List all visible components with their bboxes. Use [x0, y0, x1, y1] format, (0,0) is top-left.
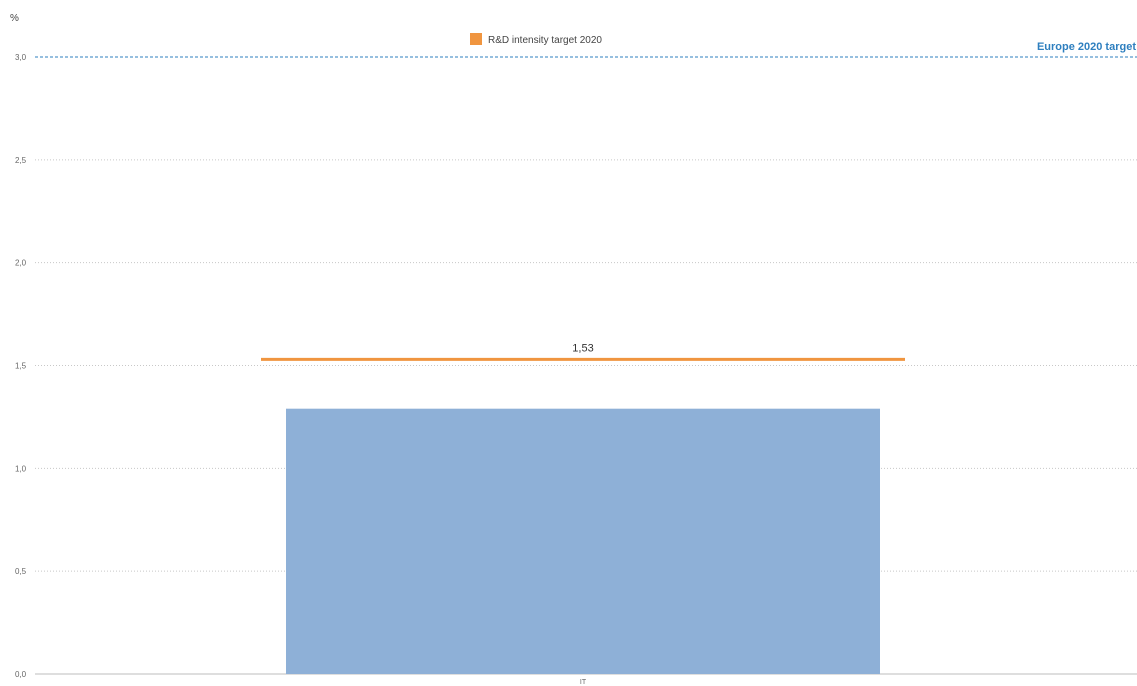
target-data-label: 1,53	[572, 342, 593, 354]
legend: R&D intensity target 2020	[470, 33, 602, 46]
y-tick-label: 0,0	[15, 670, 27, 679]
x-category-label: IT	[580, 679, 587, 686]
legend-swatch	[470, 33, 482, 45]
y-tick-label: 2,0	[15, 259, 27, 268]
y-tick-label: 0,5	[15, 567, 27, 576]
legend-label: R&D intensity target 2020	[488, 35, 602, 46]
y-tick-label: 1,5	[15, 362, 27, 371]
target-lines: 1,53	[261, 342, 905, 361]
bars: IT	[286, 408, 880, 686]
y-tick-label: 2,5	[15, 156, 27, 165]
reference-line-label: Europe 2020 target	[1037, 41, 1136, 53]
bar-it	[286, 408, 880, 674]
y-axis-ticks: 0,0 0,5 1,0 1,5 2,0 2,5 3,0	[15, 53, 27, 679]
y-axis-unit-label: %	[10, 13, 19, 24]
reference-line-group: Europe 2020 target	[35, 41, 1137, 58]
y-tick-label: 1,0	[15, 464, 27, 473]
y-tick-label: 3,0	[15, 53, 27, 62]
